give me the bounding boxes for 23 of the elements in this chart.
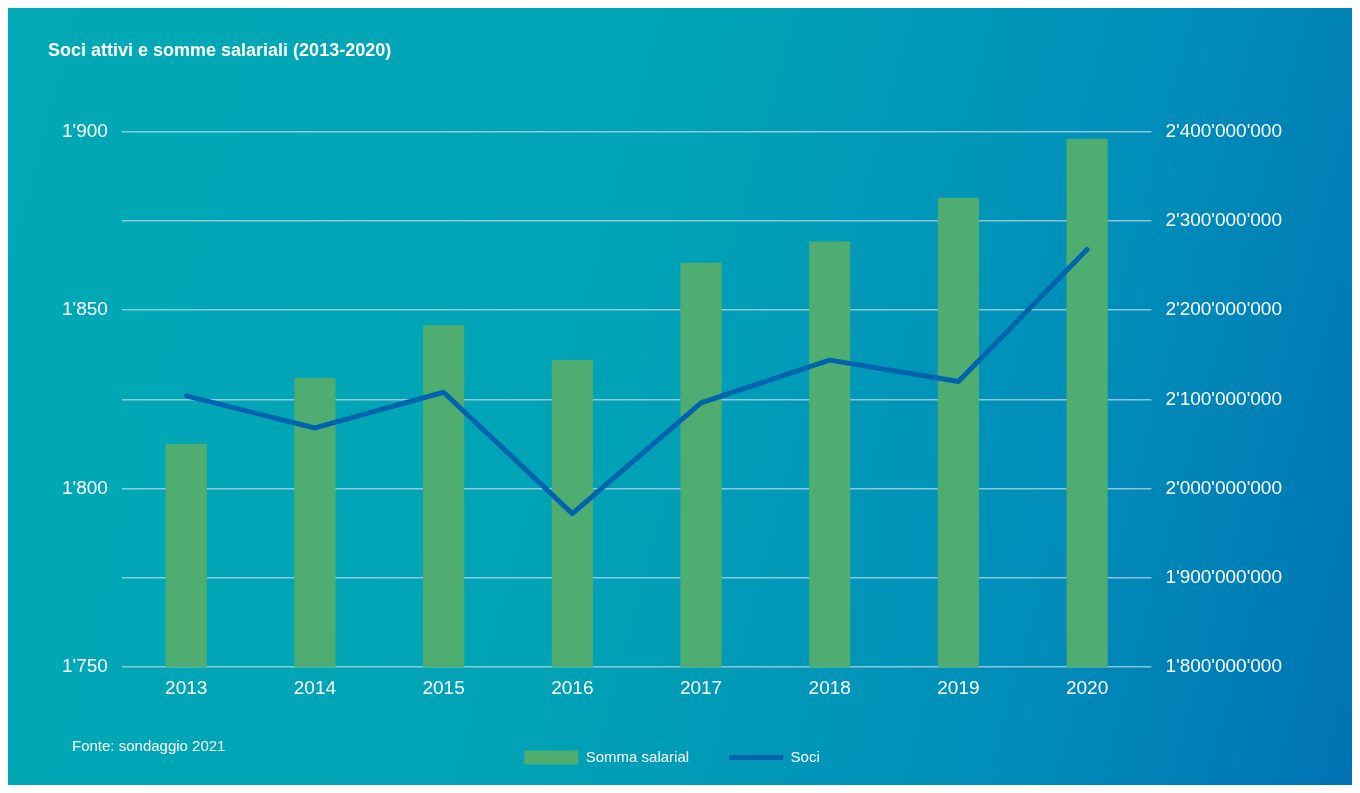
x-tick-label: 2018 [808, 676, 851, 698]
y2-tick-label: 2'400'000'000 [1165, 119, 1283, 141]
y2-tick-label: 2'300'000'000 [1165, 209, 1283, 231]
y2-tick-label: 2'000'000'000 [1165, 476, 1283, 498]
y2-tick-label: 1'900'000'000 [1165, 566, 1283, 588]
chart-title: Soci attivi e somme salariali (2013-2020) [48, 39, 392, 60]
legend-label: Soci [790, 747, 820, 765]
x-tick-label: 2014 [293, 676, 337, 698]
y-tick-label: 1'850 [61, 298, 108, 320]
x-tick-label: 2015 [422, 676, 465, 698]
x-tick-label: 2013 [165, 676, 208, 698]
x-tick-label: 2017 [679, 676, 723, 698]
y-tick-label: 1'900 [61, 119, 108, 141]
y2-tick-label: 2'100'000'000 [1165, 387, 1283, 409]
y-tick-label: 1'750 [61, 655, 108, 677]
source-note: Fonte: sondaggio 2021 [72, 737, 226, 755]
x-tick-label: 2016 [551, 676, 594, 698]
y-tick-label: 1'800 [61, 476, 108, 498]
x-tick-label: 2020 [1065, 676, 1109, 698]
y2-tick-label: 1'800'000'000 [1165, 655, 1283, 677]
y2-tick-label: 2'200'000'000 [1165, 298, 1283, 320]
x-tick-label: 2019 [937, 676, 980, 698]
legend-label: Somma salarial [585, 747, 690, 765]
